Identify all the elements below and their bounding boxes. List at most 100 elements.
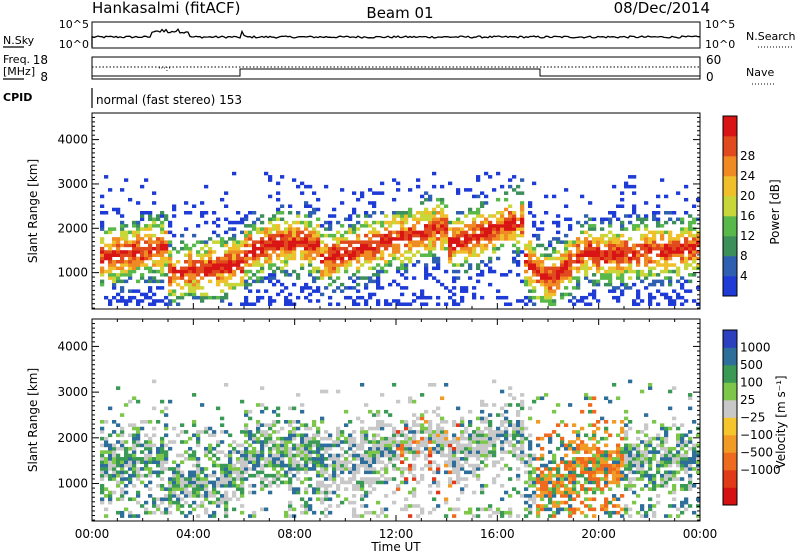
heatmap-cell — [536, 487, 541, 491]
heatmap-cell — [408, 467, 413, 471]
heatmap-cell — [324, 266, 329, 271]
heatmap-cell — [576, 450, 581, 454]
heatmap-cell — [636, 494, 641, 498]
heatmap-cell — [624, 446, 629, 451]
heatmap-cell — [524, 514, 529, 518]
heatmap-cell — [572, 286, 577, 290]
heatmap-cell — [664, 514, 669, 518]
heatmap-cell — [496, 289, 501, 293]
heatmap-cell — [568, 487, 573, 491]
heatmap-cell — [136, 514, 141, 518]
heatmap-cell — [244, 295, 249, 300]
heatmap-cell — [348, 460, 353, 465]
heatmap-cell — [580, 250, 585, 254]
heatmap-cell — [144, 467, 149, 471]
heatmap-cell — [608, 276, 613, 280]
heatmap-cell — [100, 420, 105, 424]
heatmap-cell — [556, 477, 561, 481]
heatmap-cell — [540, 494, 545, 498]
heatmap-cell — [520, 230, 525, 235]
heatmap-cell — [360, 487, 365, 491]
heatmap-cell — [220, 497, 225, 502]
heatmap-cell — [312, 211, 317, 215]
heatmap-cell — [568, 269, 573, 274]
heatmap-cell — [596, 269, 601, 274]
heatmap-cell — [664, 220, 669, 225]
heatmap-cell — [292, 178, 297, 182]
heatmap-cell — [272, 477, 277, 481]
heatmap-cell — [432, 246, 437, 251]
heatmap-cell — [192, 289, 197, 293]
heatmap-cell — [280, 440, 285, 444]
heatmap-cell — [608, 266, 613, 271]
heatmap-cell — [204, 260, 209, 264]
heatmap-cell — [452, 420, 457, 424]
heatmap-cell — [532, 490, 537, 495]
heatmap-cell — [516, 473, 521, 478]
heatmap-cell — [352, 191, 357, 195]
heatmap-cell — [412, 276, 417, 280]
heatmap-cell — [160, 510, 165, 515]
heatmap-cell — [584, 214, 589, 218]
heatmap-cell — [400, 446, 405, 451]
heatmap-cell — [208, 494, 213, 498]
heatmap-cell — [380, 237, 385, 241]
heatmap-cell — [596, 453, 601, 458]
heatmap-cell — [116, 457, 121, 461]
heatmap-cell — [488, 514, 493, 518]
heatmap-cell — [132, 224, 137, 228]
heatmap-cell — [516, 217, 521, 222]
heatmap-cell — [112, 460, 117, 465]
heatmap-cell — [596, 256, 601, 261]
heatmap-cell — [276, 443, 281, 448]
heatmap-cell — [148, 224, 153, 228]
heatmap-cell — [684, 440, 689, 444]
heatmap-cell — [412, 299, 417, 303]
heatmap-cell — [280, 446, 285, 451]
heatmap-cell — [612, 243, 617, 248]
heatmap-cell — [152, 406, 157, 411]
heatmap-cell — [636, 269, 641, 274]
heatmap-cell — [372, 470, 377, 475]
heatmap-cell — [424, 276, 429, 280]
heatmap-cell — [516, 263, 521, 267]
heatmap-cell — [640, 237, 645, 241]
heatmap-cell — [532, 497, 537, 502]
heatmap-cell — [388, 220, 393, 225]
heatmap-cell — [568, 473, 573, 478]
heatmap-cell — [132, 443, 137, 448]
heatmap-cell — [420, 237, 425, 241]
heatmap-cell — [608, 457, 613, 461]
heatmap-cell — [692, 237, 697, 241]
heatmap-cell — [476, 467, 481, 471]
heatmap-cell — [456, 507, 461, 512]
heatmap-cell — [544, 433, 549, 438]
heatmap-cell — [668, 250, 673, 254]
heatmap-cell — [296, 220, 301, 225]
heatmap-cell — [644, 453, 649, 458]
heatmap-cell — [148, 510, 153, 515]
heatmap-cell — [192, 480, 197, 485]
heatmap-cell — [384, 477, 389, 481]
heatmap-cell — [608, 480, 613, 485]
heatmap-cell — [440, 430, 445, 434]
heatmap-cell — [360, 483, 365, 488]
heatmap-cell — [168, 467, 173, 471]
heatmap-cell — [624, 253, 629, 257]
heatmap-cell — [628, 420, 633, 424]
heatmap-cell — [592, 396, 597, 401]
heatmap-cell — [468, 450, 473, 454]
heatmap-cell — [260, 446, 265, 451]
heatmap-cell — [204, 266, 209, 271]
heatmap-cell — [344, 423, 349, 427]
heatmap-cell — [568, 477, 573, 481]
heatmap-cell — [540, 220, 545, 225]
heatmap-cell — [620, 276, 625, 280]
heatmap-cell — [456, 473, 461, 478]
heatmap-cell — [420, 436, 425, 441]
heatmap-cell — [108, 299, 113, 303]
heatmap-cell — [456, 227, 461, 231]
heatmap-cell — [576, 240, 581, 244]
heatmap-cell — [592, 282, 597, 287]
heatmap-cell — [468, 446, 473, 451]
